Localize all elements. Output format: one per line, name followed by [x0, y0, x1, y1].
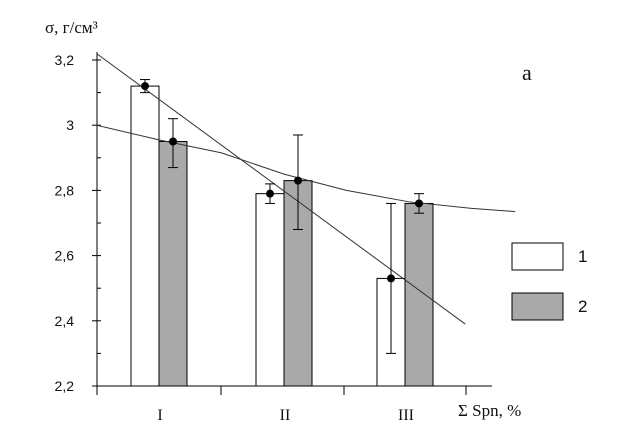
legend-swatch: [511, 292, 564, 321]
y-tick-label: 2,6: [55, 248, 75, 264]
x-axis-label: Σ Spn, %: [458, 401, 521, 420]
legend-label: 2: [578, 297, 587, 316]
data-point: [169, 137, 177, 146]
data-point: [141, 82, 149, 91]
data-points: [141, 82, 423, 283]
data-point: [266, 189, 274, 198]
x-tick-label: I: [157, 407, 162, 424]
y-axis-label: σ, г/см³: [45, 18, 98, 37]
bar-series-2: [158, 141, 188, 387]
x-tick-label: III: [398, 407, 414, 424]
legend-label: 1: [578, 247, 587, 266]
x-tick-label: II: [280, 407, 291, 424]
panel-label: а: [522, 60, 532, 85]
y-tick-label: 2,8: [55, 182, 75, 198]
bar-series-2: [404, 202, 434, 387]
bar-series-1: [130, 85, 160, 387]
trend-line-series-1: [96, 53, 466, 325]
data-point: [387, 274, 395, 283]
data-point: [415, 199, 423, 208]
y-tick-label: 2,4: [55, 313, 75, 329]
y-tick-label: 3: [66, 117, 74, 133]
legend-swatch: [511, 242, 564, 271]
bars: [130, 85, 434, 387]
data-point: [294, 176, 302, 185]
bar-series-1: [255, 193, 285, 387]
legend: 12: [511, 242, 587, 321]
y-tick-label: 2,2: [55, 378, 75, 394]
y-tick-label: 3,2: [55, 52, 75, 68]
axis-labels: σ, г/см³ а Σ Spn, %: [45, 18, 532, 420]
